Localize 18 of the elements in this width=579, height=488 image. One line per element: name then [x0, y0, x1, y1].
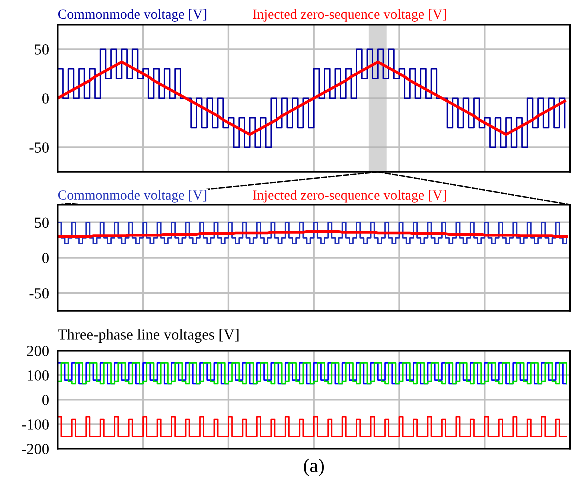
y-tick-label: 50	[35, 218, 49, 228]
y-tick-label: 200	[27, 346, 49, 356]
y-tick-label: -50	[30, 142, 49, 153]
text: Injected zero-sequence voltage [V]	[253, 190, 446, 203]
text: Injected zero-sequence voltage [V]	[253, 9, 446, 22]
y-tick-label: -50	[30, 288, 49, 299]
y-tick-label: 0	[42, 395, 49, 406]
text: (a)	[304, 458, 324, 476]
line-series	[58, 60, 566, 136]
y-tick-label: 100	[28, 370, 49, 381]
series-label: Commonmode voltage [V]	[58, 190, 207, 203]
text: Commonmode voltage [V]	[58, 9, 207, 22]
y-tick-label: -200	[22, 444, 49, 454]
y-tick-label: 0	[42, 94, 49, 104]
y-tick-label: 50	[35, 44, 49, 55]
chart-title: Three-phase line voltages [V]	[58, 329, 239, 344]
y-tick-label: 0	[42, 253, 49, 264]
y-tick-label: -100	[22, 420, 49, 430]
